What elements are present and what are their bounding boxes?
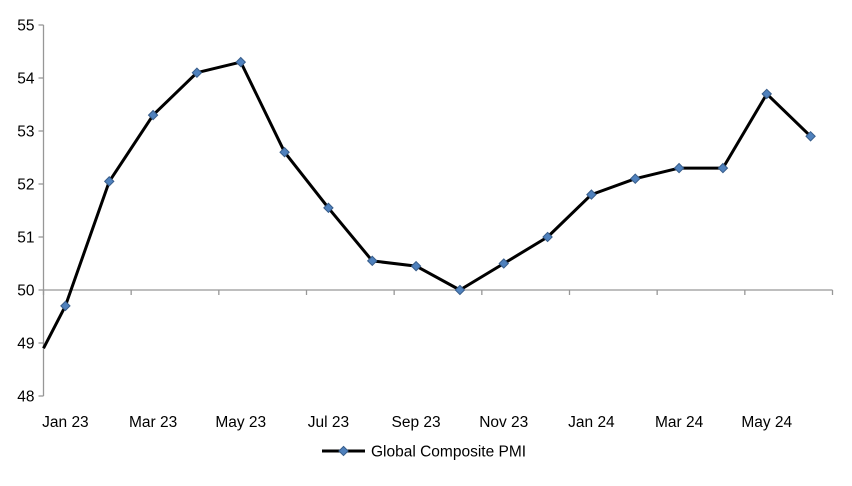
x-axis-tick-label: Mar 23 bbox=[129, 414, 177, 431]
data-point-marker bbox=[454, 284, 466, 296]
data-point-marker bbox=[717, 162, 729, 174]
data-point-marker bbox=[498, 258, 510, 269]
x-axis-tick-label: Mar 24 bbox=[655, 414, 704, 431]
data-point-marker bbox=[673, 162, 685, 174]
y-axis-tick-label: 55 bbox=[17, 18, 34, 35]
x-axis-tick-label: Jan 23 bbox=[42, 414, 89, 431]
data-point-marker bbox=[103, 176, 115, 187]
y-axis-tick-label: 52 bbox=[17, 177, 34, 194]
data-point-marker bbox=[60, 300, 71, 312]
y-axis-tick-label: 53 bbox=[17, 124, 34, 141]
data-point-marker bbox=[761, 88, 773, 100]
x-axis-tick-label: Jul 23 bbox=[308, 414, 349, 431]
x-axis-tick-label: Nov 23 bbox=[479, 414, 528, 431]
x-axis-tick-label: May 23 bbox=[215, 414, 266, 431]
x-axis-tick-label: Jan 24 bbox=[568, 414, 615, 431]
data-point-marker bbox=[629, 173, 641, 185]
data-point-marker bbox=[410, 260, 422, 272]
legend-marker-icon bbox=[338, 445, 349, 457]
y-axis-tick-label: 48 bbox=[17, 389, 34, 406]
x-axis-tick-label: Sep 23 bbox=[392, 414, 441, 431]
data-point-marker bbox=[235, 56, 247, 68]
pmi-series-line bbox=[42, 60, 812, 349]
data-point-marker bbox=[191, 67, 203, 79]
legend-label: Global Composite PMI bbox=[371, 444, 526, 461]
data-point-marker bbox=[147, 109, 159, 121]
y-axis-tick-label: 50 bbox=[17, 283, 35, 300]
data-point-marker bbox=[542, 231, 553, 243]
data-point-marker bbox=[279, 146, 290, 158]
y-axis-tick-label: 54 bbox=[17, 71, 35, 88]
data-point-marker bbox=[586, 189, 597, 200]
y-axis-tick-label: 49 bbox=[17, 336, 34, 353]
y-axis-tick-label: 51 bbox=[17, 230, 34, 247]
legend: Global Composite PMI bbox=[322, 444, 526, 461]
data-point-marker bbox=[323, 202, 334, 214]
data-point-marker bbox=[366, 255, 378, 267]
data-point-marker bbox=[805, 130, 816, 142]
x-axis-tick-label: May 24 bbox=[741, 414, 792, 431]
